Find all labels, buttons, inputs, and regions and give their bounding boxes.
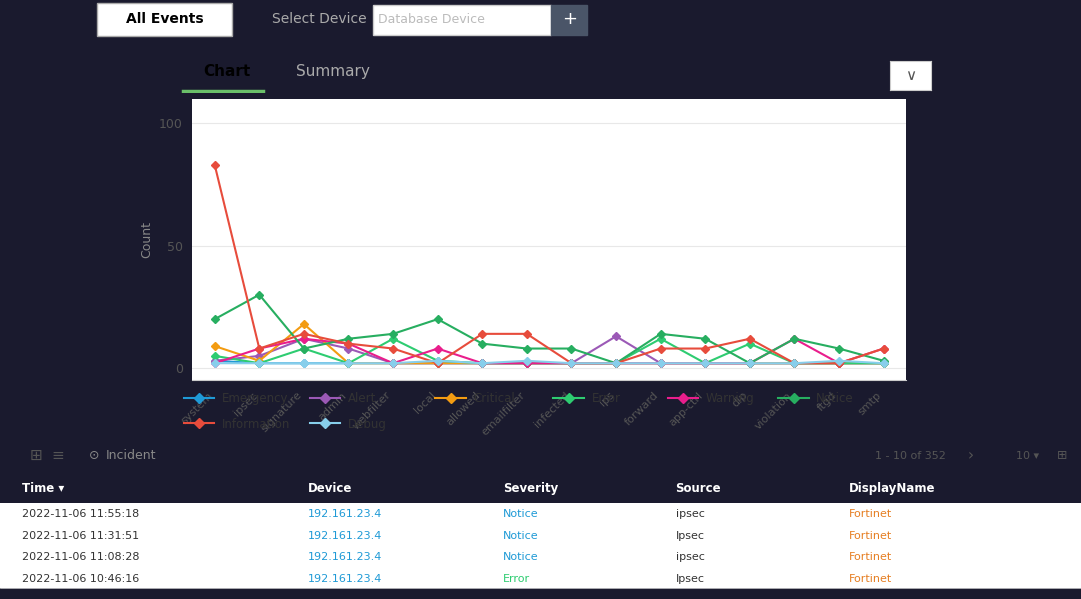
Text: 2022-11-06 10:46:16: 2022-11-06 10:46:16: [22, 574, 138, 583]
Text: Summary: Summary: [295, 64, 370, 79]
Text: ≡: ≡: [51, 448, 64, 464]
Text: Ipsec: Ipsec: [676, 574, 705, 583]
Text: 192.161.23.4: 192.161.23.4: [308, 552, 383, 562]
FancyBboxPatch shape: [551, 5, 587, 35]
Text: 1 - 10 of 352: 1 - 10 of 352: [875, 451, 946, 461]
Y-axis label: Count: Count: [141, 221, 154, 258]
Text: ⊞: ⊞: [29, 448, 42, 464]
Text: 10 ▾: 10 ▾: [1016, 451, 1039, 461]
Text: Fortinet: Fortinet: [849, 509, 892, 519]
Text: Emergency: Emergency: [222, 392, 289, 405]
Text: ⊙: ⊙: [89, 449, 99, 462]
Text: 2022-11-06 11:55:18: 2022-11-06 11:55:18: [22, 509, 138, 519]
Text: Database Device: Database Device: [378, 13, 485, 26]
Text: Debug: Debug: [348, 418, 387, 431]
Text: +: +: [562, 10, 576, 29]
Text: Chart: Chart: [203, 64, 250, 79]
Text: Time ▾: Time ▾: [22, 482, 64, 495]
Text: DisplayName: DisplayName: [849, 482, 935, 495]
Text: ∨: ∨: [905, 68, 916, 83]
Text: Error: Error: [503, 574, 530, 583]
Text: ⊞: ⊞: [1057, 449, 1068, 462]
Text: ›: ›: [967, 448, 974, 464]
Text: ipsec: ipsec: [676, 509, 705, 519]
Text: Select Device: Select Device: [271, 13, 366, 26]
Text: Alert: Alert: [348, 392, 376, 405]
Text: Severity: Severity: [503, 482, 558, 495]
Text: ipsec: ipsec: [676, 552, 705, 562]
Text: 192.161.23.4: 192.161.23.4: [308, 531, 383, 541]
Text: Source: Source: [676, 482, 721, 495]
Text: 2022-11-06 11:31:51: 2022-11-06 11:31:51: [22, 531, 138, 541]
Text: Fortinet: Fortinet: [849, 552, 892, 562]
Text: 192.161.23.4: 192.161.23.4: [308, 509, 383, 519]
Text: Error: Error: [591, 392, 620, 405]
Text: Notice: Notice: [503, 531, 538, 541]
Text: Fortinet: Fortinet: [849, 574, 892, 583]
Text: Critical: Critical: [473, 392, 516, 405]
Text: Incident: Incident: [106, 449, 157, 462]
FancyBboxPatch shape: [97, 3, 232, 36]
Text: All Events: All Events: [126, 13, 203, 26]
Text: Notice: Notice: [503, 552, 538, 562]
Text: Notice: Notice: [816, 392, 854, 405]
Text: 192.161.23.4: 192.161.23.4: [308, 574, 383, 583]
FancyBboxPatch shape: [373, 5, 551, 35]
Text: Fortinet: Fortinet: [849, 531, 892, 541]
Text: Ipsec: Ipsec: [676, 531, 705, 541]
Text: Warning: Warning: [706, 392, 755, 405]
Text: 2022-11-06 11:08:28: 2022-11-06 11:08:28: [22, 552, 139, 562]
Text: Information: Information: [222, 418, 291, 431]
Text: Device: Device: [308, 482, 352, 495]
Text: Notice: Notice: [503, 509, 538, 519]
